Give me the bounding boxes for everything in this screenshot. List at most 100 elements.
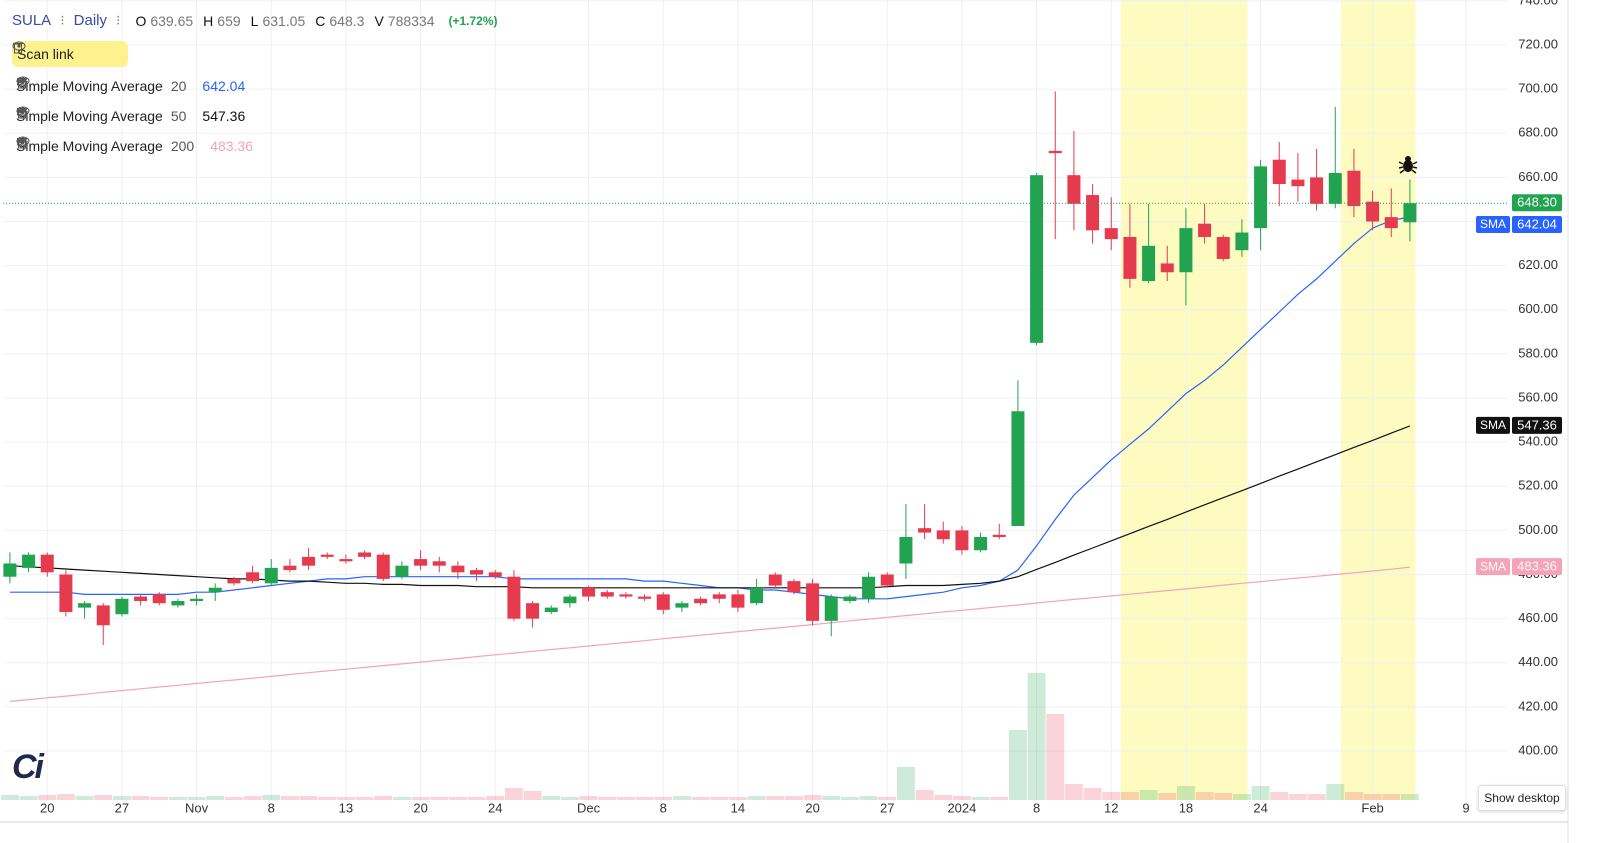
candle-body xyxy=(1328,172,1342,204)
field-value: 788334 xyxy=(387,12,435,29)
volume-bar xyxy=(486,796,505,800)
volume-bar xyxy=(616,797,635,800)
volume-bar xyxy=(1046,714,1065,800)
volume-bar xyxy=(1083,788,1102,800)
candle-body xyxy=(806,583,820,621)
candle-body xyxy=(1067,175,1081,204)
y-tick-label: 580.00 xyxy=(1518,345,1558,360)
sma-value-label: 547.36 xyxy=(1517,417,1557,432)
y-tick-label: 520.00 xyxy=(1518,478,1558,493)
volume-bar xyxy=(448,797,467,800)
scan-link[interactable]: Scan link xyxy=(12,41,128,67)
candle-body xyxy=(731,594,745,608)
sma-line xyxy=(9,425,1411,589)
candle-body xyxy=(899,537,913,564)
candle-body xyxy=(1011,411,1025,526)
x-tick-label: 27 xyxy=(115,800,129,815)
sma-tag-label: SMA xyxy=(1480,217,1506,231)
volume-bar xyxy=(710,797,729,800)
volume-bar xyxy=(187,797,206,800)
candle-body xyxy=(507,576,521,619)
volume-bar xyxy=(1008,730,1027,800)
candle-body xyxy=(227,578,241,584)
candle-body xyxy=(1104,228,1118,240)
candle-body xyxy=(880,574,894,586)
x-tick-label: Feb xyxy=(1361,800,1383,815)
field-label: C xyxy=(315,12,326,29)
header: SULA ⁝ Daily ⁝ O 639.65 H 659 L 631.05 C 648.3… xyxy=(12,12,498,29)
scan-link-text[interactable]: Scan link xyxy=(17,46,74,62)
symbol[interactable]: SULA xyxy=(12,12,52,29)
candle-body xyxy=(1366,201,1380,222)
show-desktop-button[interactable]: Show desktop xyxy=(1478,785,1566,811)
candle-body xyxy=(955,530,969,551)
candle-body xyxy=(992,534,1006,538)
y-tick-label: 600.00 xyxy=(1518,301,1558,316)
volume-bar xyxy=(19,796,38,800)
volume-bar xyxy=(1232,794,1251,800)
indicator-name: Simple Moving Average xyxy=(16,138,163,154)
interval[interactable]: Daily xyxy=(73,12,107,29)
volume-bar xyxy=(560,797,579,800)
volume-bar xyxy=(672,796,691,800)
candle-body xyxy=(1030,175,1044,343)
field-value: 639.65 xyxy=(150,12,194,29)
candle-body xyxy=(264,567,278,584)
volume-bar xyxy=(1344,792,1363,800)
candle-body xyxy=(488,572,502,577)
volume-bar xyxy=(766,796,785,800)
y-tick-label: 620.00 xyxy=(1518,257,1558,272)
volume-bar xyxy=(1158,793,1177,800)
indicator-name: Simple Moving Average xyxy=(16,108,163,124)
x-tick-label: 8 xyxy=(268,800,275,815)
volume-bar xyxy=(1120,792,1139,800)
bug-icon[interactable] xyxy=(1398,156,1418,174)
volume-bar xyxy=(38,795,57,800)
volume-bar xyxy=(56,794,75,800)
indicator-period: 200 xyxy=(170,138,195,154)
x-tick-label: 24 xyxy=(488,800,502,815)
volume-bar xyxy=(896,767,915,800)
candle-body xyxy=(843,596,857,601)
sma-value-label: 483.36 xyxy=(1517,559,1557,574)
candle-body xyxy=(619,594,633,597)
y-tick-label: 500.00 xyxy=(1518,522,1558,537)
sma-tag-label: SMA xyxy=(1480,559,1506,573)
candle-body xyxy=(1142,245,1156,282)
volume-bar xyxy=(150,797,169,800)
candle-body xyxy=(358,552,372,557)
right-margin xyxy=(1568,0,1600,843)
candle-body xyxy=(1160,263,1174,273)
volume-bar xyxy=(75,796,94,800)
indicator-value: 642.04 xyxy=(202,78,246,94)
indicator-row: Simple Moving Average 20 642.04 xyxy=(16,76,245,96)
candle-body xyxy=(40,554,54,573)
y-tick-label: 420.00 xyxy=(1518,698,1558,713)
candle-body xyxy=(656,594,670,610)
candle-body xyxy=(22,554,36,568)
candle-body xyxy=(3,563,17,577)
candle-body xyxy=(787,581,801,593)
x-tick-label: 27 xyxy=(880,800,894,815)
volume-bar xyxy=(728,797,747,800)
x-tick-label: 9 xyxy=(1462,800,1469,815)
field-label: L xyxy=(250,12,259,29)
field-value: 659 xyxy=(217,12,241,29)
volume-bar xyxy=(915,790,934,800)
indicator-value: 547.36 xyxy=(202,108,246,124)
candle-body xyxy=(470,570,484,575)
volume-bar xyxy=(1251,786,1270,800)
volume-bar xyxy=(392,797,411,800)
candle-body xyxy=(78,603,92,608)
sma-tag-box xyxy=(1476,416,1510,434)
y-tick-label: 720.00 xyxy=(1518,36,1558,51)
candle-body xyxy=(1198,223,1212,237)
volume-bar xyxy=(299,796,318,800)
field-label: H xyxy=(203,12,214,29)
volume-bar xyxy=(112,796,131,800)
volume-bar xyxy=(971,797,990,800)
volume-bar xyxy=(1027,673,1046,800)
price-tag xyxy=(1512,194,1562,212)
